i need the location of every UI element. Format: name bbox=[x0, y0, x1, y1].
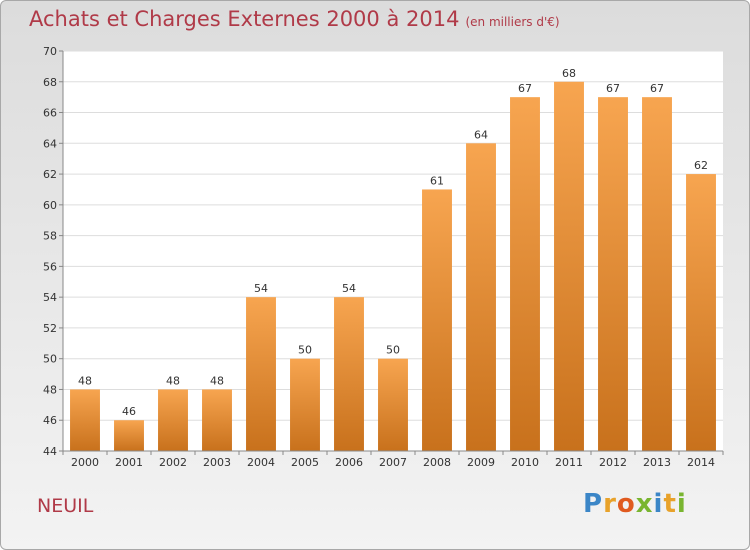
bar bbox=[158, 389, 188, 451]
bar bbox=[70, 389, 100, 451]
bar bbox=[202, 389, 232, 451]
bar-value-label: 64 bbox=[474, 128, 488, 141]
x-axis: 2000 2001 2002 2003 2004 2005 2006 2007 2008 2009… bbox=[62, 451, 724, 469]
bar-value-label: 67 bbox=[518, 82, 532, 95]
x-tick-label: 2013 bbox=[643, 456, 671, 469]
bar-value-label: 48 bbox=[166, 374, 180, 387]
x-tick-label: 2006 bbox=[335, 456, 363, 469]
y-axis: 44 46 48 50 52 54 56 58 60 62 64 66 68 70 bbox=[43, 45, 63, 458]
bar bbox=[466, 143, 496, 452]
commune-name: NEUIL bbox=[37, 495, 94, 517]
y-tick-label: 46 bbox=[43, 414, 57, 427]
bar bbox=[378, 358, 408, 451]
bar-value-label: 50 bbox=[386, 344, 400, 357]
bar bbox=[334, 297, 364, 451]
x-tick-label: 2007 bbox=[379, 456, 407, 469]
y-tick-label: 52 bbox=[43, 322, 57, 335]
bar-value-label: 67 bbox=[650, 82, 664, 95]
x-tick-label: 2012 bbox=[599, 456, 627, 469]
bar-value-label: 54 bbox=[254, 282, 268, 295]
y-tick-label: 54 bbox=[43, 291, 57, 304]
bar-value-label: 61 bbox=[430, 174, 444, 187]
bar-value-label: 46 bbox=[122, 405, 136, 418]
y-tick-label: 48 bbox=[43, 383, 57, 396]
y-tick-label: 62 bbox=[43, 168, 57, 181]
bar bbox=[114, 420, 144, 451]
bar-value-label: 67 bbox=[606, 82, 620, 95]
y-tick-label: 56 bbox=[43, 260, 57, 273]
x-tick-label: 2002 bbox=[159, 456, 187, 469]
bar bbox=[642, 97, 672, 452]
x-tick-label: 2000 bbox=[71, 456, 99, 469]
chart-subtitle: (en milliers d'€) bbox=[465, 15, 560, 29]
bar bbox=[554, 81, 584, 452]
x-tick-label: 2008 bbox=[423, 456, 451, 469]
y-tick-label: 68 bbox=[43, 76, 57, 89]
bar bbox=[598, 97, 628, 452]
y-tick-label: 50 bbox=[43, 353, 57, 366]
bar-value-label: 48 bbox=[210, 374, 224, 387]
x-tick-label: 2014 bbox=[687, 456, 715, 469]
y-tick-label: 64 bbox=[43, 137, 57, 150]
y-tick-label: 44 bbox=[43, 445, 57, 458]
bar bbox=[510, 97, 540, 452]
chart-title-text: Achats et Charges Externes 2000 à 2014 bbox=[29, 7, 460, 31]
bar-value-label: 48 bbox=[78, 374, 92, 387]
y-tick-label: 58 bbox=[43, 230, 57, 243]
proxiti-logo: Proxiti bbox=[583, 489, 687, 519]
bar-value-label: 54 bbox=[342, 282, 356, 295]
x-tick-label: 2009 bbox=[467, 456, 495, 469]
x-tick-label: 2010 bbox=[511, 456, 539, 469]
bar bbox=[686, 174, 716, 452]
bar-value-label: 68 bbox=[562, 67, 576, 80]
x-tick-label: 2001 bbox=[115, 456, 143, 469]
y-tick-label: 70 bbox=[43, 45, 57, 58]
x-tick-label: 2011 bbox=[555, 456, 583, 469]
y-tick-label: 66 bbox=[43, 107, 57, 120]
bar bbox=[290, 358, 320, 451]
bars: 48 46 48 48 54 50 54 50 61 64 67 68 67 67 62 bbox=[70, 67, 716, 452]
bar-value-label: 62 bbox=[694, 159, 708, 172]
bar bbox=[246, 297, 276, 451]
chart-title: Achats et Charges Externes 2000 à 2014 (e… bbox=[29, 7, 560, 31]
x-tick-label: 2005 bbox=[291, 456, 319, 469]
bar-value-label: 50 bbox=[298, 344, 312, 357]
bar bbox=[422, 189, 452, 451]
y-tick-label: 60 bbox=[43, 199, 57, 212]
x-tick-label: 2004 bbox=[247, 456, 275, 469]
x-tick-label: 2003 bbox=[203, 456, 231, 469]
